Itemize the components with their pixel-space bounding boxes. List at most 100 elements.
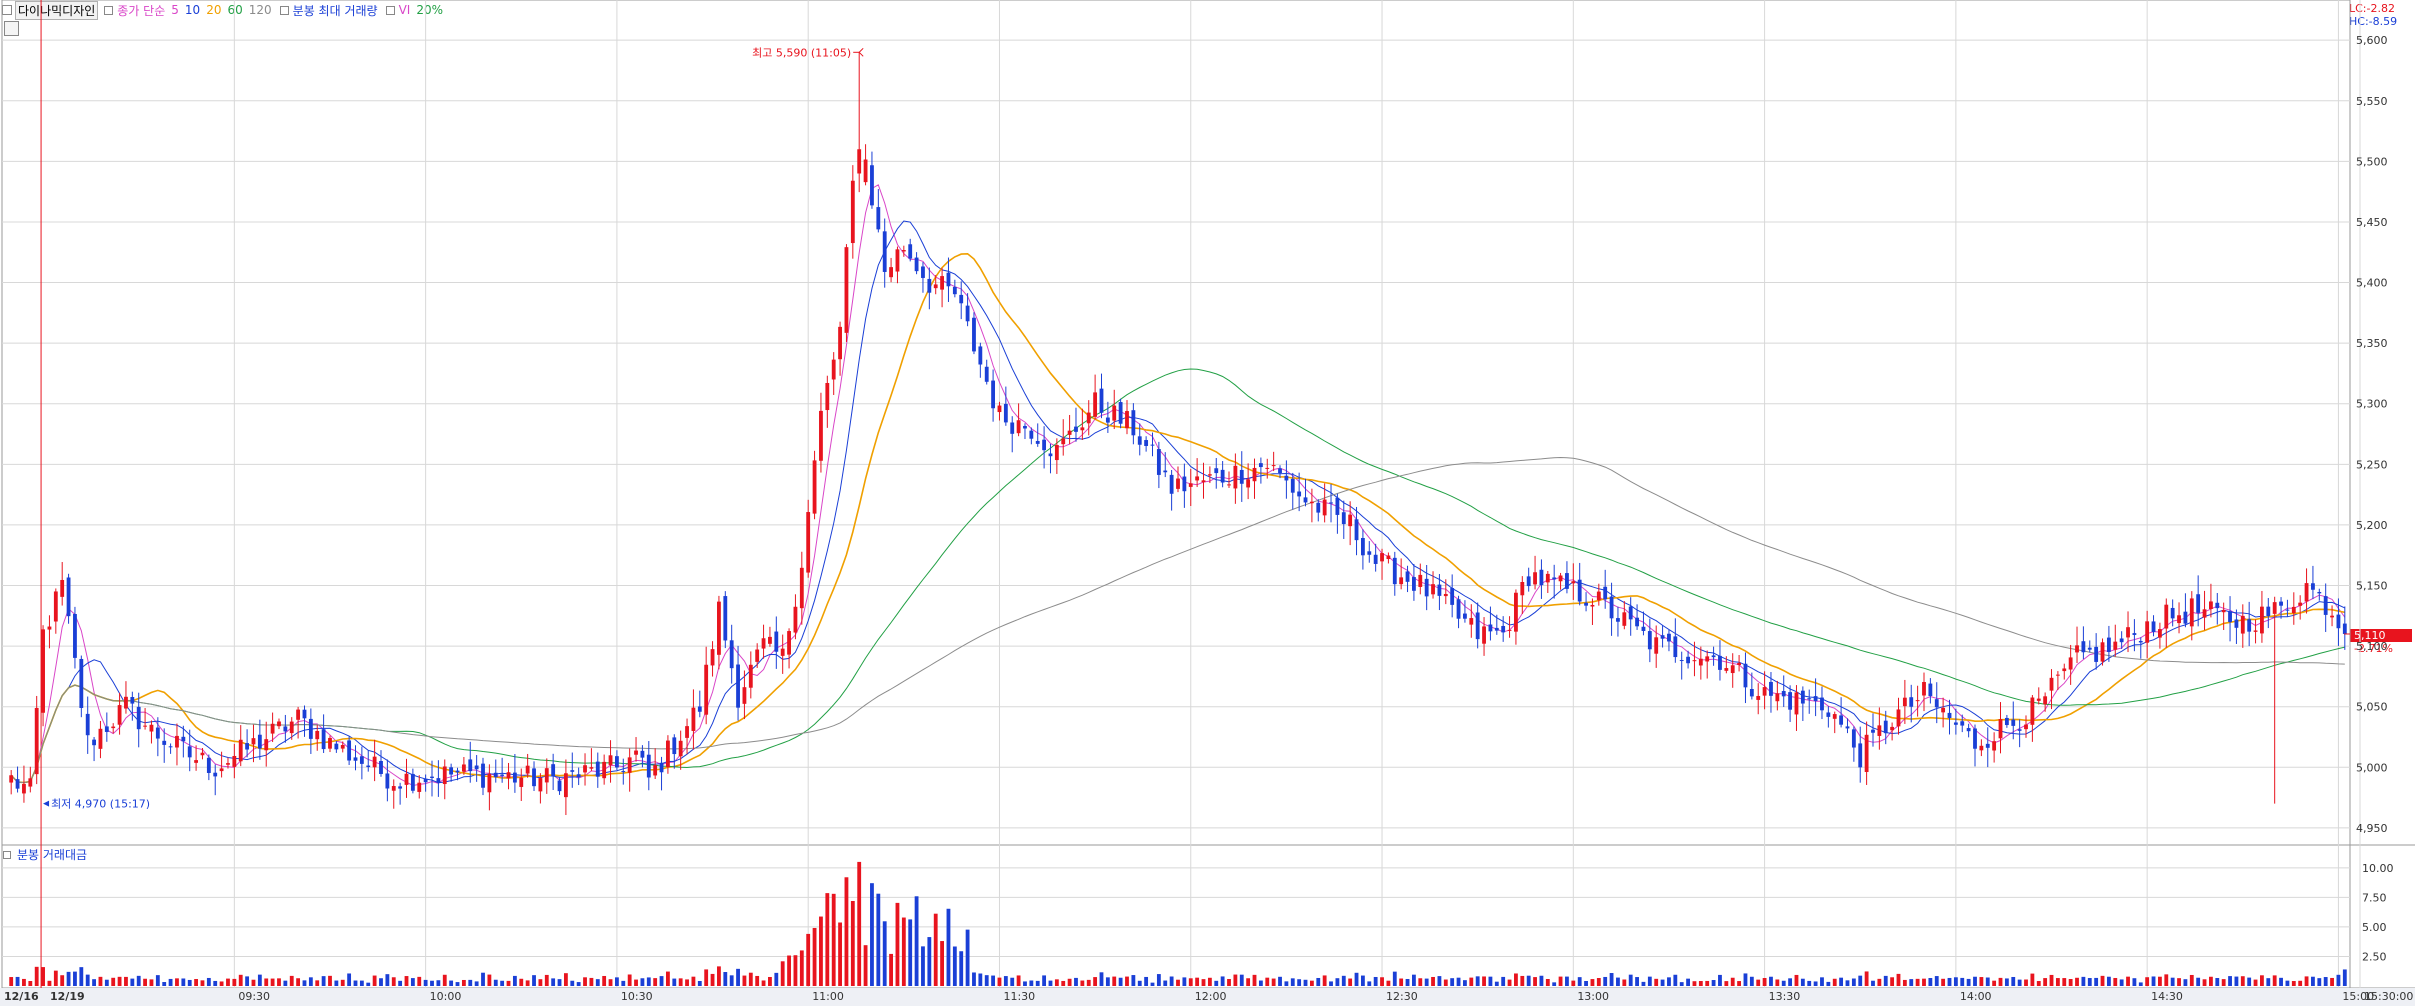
volume-bar bbox=[519, 978, 524, 986]
candle-body bbox=[1125, 411, 1129, 429]
volume-bar bbox=[162, 982, 167, 986]
candle-body bbox=[2113, 641, 2118, 650]
volume-bar bbox=[1074, 977, 1078, 986]
volume-bar bbox=[1647, 976, 1652, 986]
volume-bar bbox=[1667, 977, 1671, 986]
volume-bar bbox=[1067, 978, 1072, 986]
volume-bar bbox=[1086, 979, 1091, 986]
candle-body bbox=[1086, 412, 1091, 424]
candle-body bbox=[908, 244, 913, 259]
candle-body bbox=[468, 759, 473, 772]
volume-tick-label: 5.00 bbox=[2362, 921, 2387, 934]
candle-body bbox=[940, 276, 944, 290]
volume-bar bbox=[1450, 978, 1455, 986]
candle-body bbox=[2202, 609, 2207, 618]
volume-bar bbox=[1373, 976, 1378, 986]
volume-bar bbox=[468, 979, 473, 986]
volume-bar bbox=[9, 977, 14, 986]
volume-bar bbox=[2151, 976, 2156, 986]
time-tick-label: 12:30 bbox=[1386, 990, 1418, 1003]
volume-bar bbox=[1769, 976, 1773, 986]
volume-bar bbox=[512, 975, 517, 986]
candle-body bbox=[1679, 660, 1684, 662]
candle-body bbox=[933, 284, 938, 289]
candle-body bbox=[646, 754, 651, 778]
candle-body bbox=[1010, 422, 1015, 434]
candle-body bbox=[1883, 720, 1888, 734]
candle-body bbox=[34, 707, 39, 775]
volume-bar bbox=[1303, 979, 1308, 986]
time-tick-label: 13:30 bbox=[1769, 990, 1801, 1003]
volume-bar bbox=[449, 980, 454, 986]
candle-body bbox=[563, 773, 568, 798]
volume-bar bbox=[155, 975, 160, 986]
candle-body bbox=[1188, 483, 1193, 487]
volume-bar bbox=[857, 861, 862, 986]
candle-body bbox=[2075, 645, 2079, 653]
time-tick-label: 13:00 bbox=[1577, 990, 1609, 1003]
candle-body bbox=[2272, 602, 2277, 614]
candle-body bbox=[1348, 514, 1353, 527]
volume-bar bbox=[729, 975, 734, 986]
time-tick-label: 10:30 bbox=[621, 990, 653, 1003]
candle-body bbox=[2011, 719, 2016, 726]
candle-body bbox=[347, 740, 352, 761]
volume-bar bbox=[1998, 977, 2003, 986]
volume-bar bbox=[1042, 975, 1047, 986]
volume-bar bbox=[640, 978, 645, 986]
volume-bar bbox=[283, 980, 288, 986]
candle-body bbox=[704, 664, 709, 715]
candle-body bbox=[1156, 449, 1161, 475]
volume-bar bbox=[959, 951, 964, 986]
axes: 5,600 5,550 5,500 5,450 5,400 5,350 5,300 5,250… bbox=[4, 34, 2413, 1003]
candle-body bbox=[2043, 696, 2048, 705]
volume-bar bbox=[1800, 978, 1805, 986]
volume-bar bbox=[1003, 976, 1008, 986]
candle-body bbox=[1915, 700, 1920, 702]
volume-bar bbox=[1711, 980, 1716, 986]
volume-bar bbox=[2106, 976, 2111, 986]
volume-bar bbox=[1163, 980, 1168, 986]
volume-bar bbox=[2272, 975, 2277, 986]
volume-bar bbox=[1431, 976, 1435, 986]
candle-body bbox=[315, 730, 320, 740]
volume-bar bbox=[563, 973, 568, 986]
volume-bar bbox=[366, 982, 371, 986]
volume-bar bbox=[2081, 976, 2086, 986]
stock-name[interactable]: 다이나믹디자인 bbox=[15, 0, 99, 20]
time-tick-label: 15:30:00 bbox=[2364, 990, 2413, 1003]
candle-body bbox=[359, 756, 364, 764]
candle-body bbox=[391, 786, 396, 791]
candle-body bbox=[181, 736, 186, 742]
candle-body bbox=[1080, 427, 1085, 431]
grid-toggle-icon[interactable] bbox=[4, 21, 19, 36]
candle-body bbox=[685, 726, 689, 738]
candle-body bbox=[1667, 633, 1671, 642]
volume-bar bbox=[493, 979, 498, 986]
candle-body bbox=[283, 726, 288, 732]
candle-body bbox=[474, 765, 479, 770]
candle-body bbox=[2068, 657, 2073, 670]
volume-bar bbox=[1220, 976, 1225, 986]
price-tick-label: 5,500 bbox=[2356, 155, 2388, 168]
candle-body bbox=[1131, 410, 1136, 436]
volume-bar bbox=[1125, 976, 1129, 986]
volume-bar bbox=[181, 978, 186, 986]
settings-icon[interactable] bbox=[2, 5, 12, 15]
candle-body bbox=[653, 765, 658, 776]
candle-body bbox=[1877, 725, 1882, 736]
candle-body bbox=[143, 725, 147, 727]
volume-bar bbox=[28, 981, 33, 986]
candle-body bbox=[1526, 576, 1531, 587]
candle-body bbox=[47, 626, 52, 630]
candle-body bbox=[1596, 591, 1601, 601]
volume-bar bbox=[1297, 979, 1302, 986]
volume-bar bbox=[423, 979, 428, 986]
volume-bar bbox=[379, 978, 383, 986]
candle-body bbox=[1469, 618, 1474, 625]
plot-frame bbox=[1, 0, 2351, 1005]
volume-bar bbox=[2017, 979, 2022, 986]
volume-tick-label: 7.50 bbox=[2362, 891, 2387, 904]
candle-body bbox=[710, 649, 715, 666]
candle-body bbox=[2266, 606, 2271, 617]
